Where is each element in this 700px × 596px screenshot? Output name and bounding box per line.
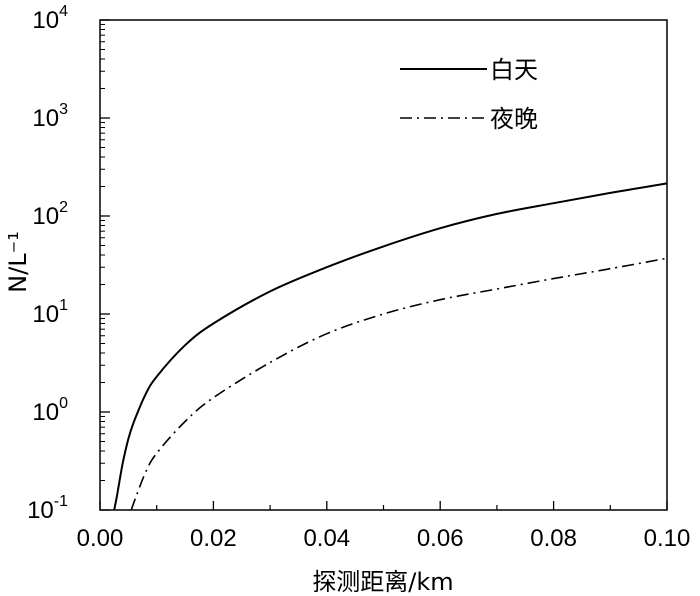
x-tick-labels: 0.00 0.02 0.04 0.06 0.08 0.10 bbox=[77, 525, 691, 552]
legend: 白天 夜晚 bbox=[400, 56, 538, 133]
x-tick-label: 0.04 bbox=[303, 525, 350, 552]
series-line-night bbox=[130, 257, 668, 511]
legend-label-day: 白天 bbox=[490, 56, 538, 84]
plot-frame bbox=[99, 19, 668, 511]
series-lines bbox=[113, 182, 668, 511]
x-axis-title: 探测距离/km bbox=[312, 568, 453, 596]
x-tick-label: 0.08 bbox=[530, 525, 577, 552]
y-tick-label: 104 bbox=[32, 3, 68, 34]
legend-label-night: 夜晚 bbox=[490, 105, 538, 133]
x-tick-label: 0.10 bbox=[644, 525, 691, 552]
x-tick-label: 0.02 bbox=[190, 525, 237, 552]
y-tick-label: 103 bbox=[32, 101, 68, 132]
x-tick-label: 0.06 bbox=[417, 525, 464, 552]
series-line-day bbox=[113, 182, 668, 511]
axis-ticks bbox=[99, 19, 668, 511]
y-tick-label: 100 bbox=[32, 395, 68, 426]
y-tick-label: 102 bbox=[32, 199, 68, 230]
y-tick-label: 10-1 bbox=[27, 493, 68, 524]
x-tick-label: 0.00 bbox=[77, 525, 124, 552]
y-tick-labels: 10-1 100 101 102 103 104 bbox=[27, 3, 68, 524]
y-axis-title: N/L⁻¹ bbox=[4, 231, 32, 293]
y-tick-label: 101 bbox=[32, 297, 68, 328]
